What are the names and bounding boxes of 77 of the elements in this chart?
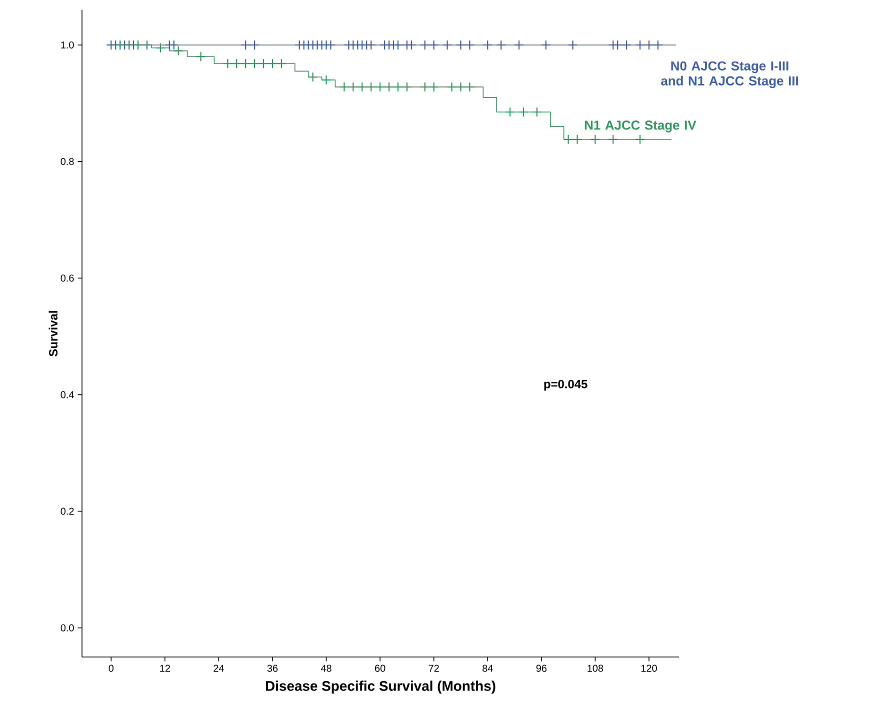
x-tick-label: 24 <box>214 664 224 672</box>
point <box>173 46 184 56</box>
point <box>563 134 574 144</box>
point <box>276 58 286 69</box>
y-tick-label: 0.8 <box>60 158 74 166</box>
x-tick-label: 12 <box>160 664 170 672</box>
y-tick-label: 0.6 <box>60 274 74 282</box>
point <box>568 40 578 50</box>
point <box>532 106 542 118</box>
point <box>406 40 416 50</box>
point <box>357 82 368 92</box>
point <box>366 40 376 50</box>
point <box>196 52 206 62</box>
point <box>339 82 350 92</box>
point <box>321 74 332 85</box>
point <box>634 40 646 50</box>
point <box>308 72 318 82</box>
series-label: N1 AJCC Stage IV <box>584 120 696 132</box>
point <box>514 40 524 50</box>
point <box>608 134 618 144</box>
point <box>428 40 439 50</box>
point <box>612 40 623 50</box>
point <box>267 58 278 69</box>
point <box>622 40 632 50</box>
point <box>326 40 336 50</box>
point <box>155 42 166 53</box>
point <box>402 82 412 92</box>
x-tick-label: 36 <box>267 664 278 672</box>
point <box>442 40 452 50</box>
x-tick-label: 84 <box>482 664 493 672</box>
x-tick-label: 0 <box>108 664 114 672</box>
y-tick-label: 0.0 <box>60 624 74 632</box>
y-tick-label: 0.2 <box>60 508 74 515</box>
point <box>348 82 358 92</box>
point <box>366 82 376 92</box>
point <box>572 134 582 144</box>
y-axis-title: Survival <box>48 311 58 356</box>
point <box>232 58 242 69</box>
point <box>222 58 233 69</box>
series-label: N0 AJCC Stage I-III and N1 AJCC Stage III <box>661 61 798 88</box>
point <box>505 106 516 118</box>
point <box>250 58 260 69</box>
point <box>420 82 430 92</box>
point <box>420 40 430 50</box>
point <box>482 40 493 50</box>
point <box>464 82 475 92</box>
point <box>456 82 466 92</box>
point <box>540 40 551 50</box>
x-tick-label: 96 <box>536 664 547 672</box>
x-tick-label: 48 <box>320 664 332 672</box>
point <box>496 40 506 50</box>
point <box>250 40 260 50</box>
y-tick-label: 1.0 <box>61 41 74 48</box>
x-tick-label: 72 <box>428 664 439 672</box>
point <box>168 40 179 50</box>
point <box>464 40 475 50</box>
point <box>652 40 663 50</box>
point <box>446 82 457 92</box>
point <box>518 106 529 118</box>
annotation: p=0.045 <box>544 380 588 391</box>
point <box>634 134 646 144</box>
point <box>456 40 466 50</box>
point <box>240 58 251 69</box>
point <box>392 40 404 50</box>
point <box>644 40 654 50</box>
point <box>375 82 386 92</box>
point <box>258 58 269 69</box>
point <box>590 134 600 144</box>
x-tick-label: 60 <box>375 664 386 672</box>
y-tick-label: 0.4 <box>60 391 74 398</box>
x-tick-label: 108 <box>588 664 604 672</box>
point <box>392 82 404 92</box>
x-axis-title: Disease Specific Survival (Months) <box>266 680 496 694</box>
point <box>240 40 251 50</box>
point <box>428 82 439 92</box>
point <box>384 82 394 92</box>
x-tick-label: 120 <box>641 664 657 672</box>
